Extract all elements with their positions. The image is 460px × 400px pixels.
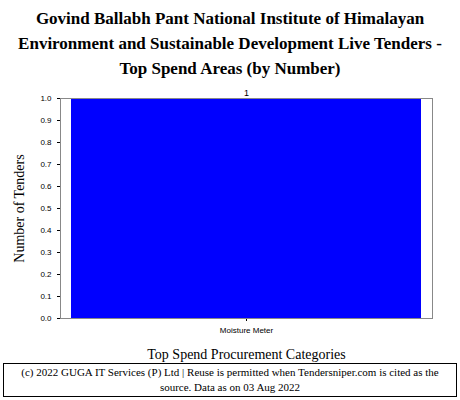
svg-text:0.7: 0.7 bbox=[40, 160, 52, 169]
svg-text:1: 1 bbox=[244, 88, 249, 98]
svg-text:1.0: 1.0 bbox=[40, 94, 52, 103]
svg-text:0.1: 0.1 bbox=[40, 292, 52, 301]
svg-text:0.9: 0.9 bbox=[40, 116, 52, 125]
svg-text:0.4: 0.4 bbox=[40, 226, 52, 235]
svg-text:Top Spend Procurement Categori: Top Spend Procurement Categories bbox=[147, 347, 345, 362]
svg-text:Number of Tenders: Number of Tenders bbox=[12, 154, 27, 262]
html-text:(c) 2022 GUGA IT Services (P): (c) 2022 GUGA IT Services (P) Ltd | Reus… bbox=[21, 366, 439, 393]
svg-text:0.5: 0.5 bbox=[40, 204, 52, 213]
svg-text:Moisture Meter: Moisture Meter bbox=[220, 326, 274, 335]
svg-text:0.6: 0.6 bbox=[40, 182, 52, 191]
svg-text:0.8: 0.8 bbox=[40, 138, 52, 147]
svg-text:0.0: 0.0 bbox=[40, 314, 52, 323]
html-text:Govind Ballabh Pant National I: Govind Ballabh Pant National Institute o… bbox=[18, 9, 442, 78]
svg-text:0.2: 0.2 bbox=[40, 270, 52, 279]
svg-text:0.3: 0.3 bbox=[40, 248, 52, 257]
